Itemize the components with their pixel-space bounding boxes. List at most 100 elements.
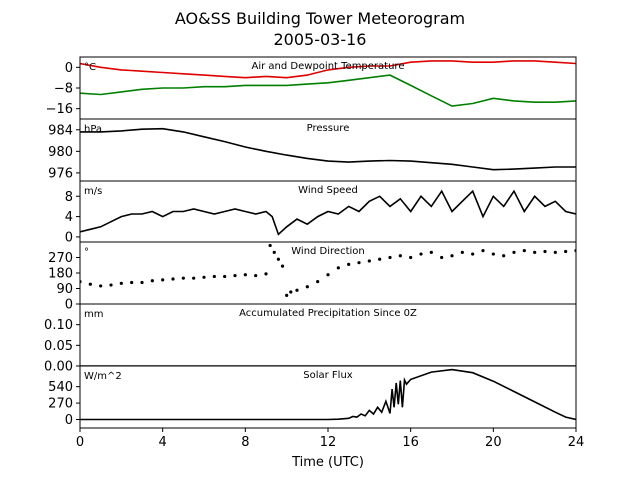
- y-tick-label: −16: [46, 102, 73, 117]
- figure-title-line1: AO&SS Building Tower Meteorogram: [175, 9, 465, 28]
- y-tick-label: 90: [56, 282, 73, 297]
- panel-title: Pressure: [307, 123, 350, 134]
- y-tick-label: 0: [65, 61, 73, 76]
- data-point: [212, 274, 216, 279]
- panel-2: 8 4 0 m/s Wind Speed: [65, 180, 577, 245]
- data-point: [254, 273, 258, 278]
- data-point: [533, 250, 537, 254]
- data-point: [419, 252, 423, 256]
- data-point: [305, 285, 309, 289]
- panel-1: 984 980 976 hPa Pressure: [48, 118, 577, 182]
- data-point: [522, 249, 526, 253]
- data-point: [150, 279, 154, 283]
- figure-title-line2: 2005-03-16: [274, 30, 367, 49]
- x-tick-label: 20: [485, 435, 502, 450]
- y-tick-label: 0: [65, 298, 73, 313]
- x-tick-label: 8: [241, 435, 249, 450]
- panel-unit-label: m/s: [84, 186, 102, 197]
- panel-title: Air and Dewpoint Temperature: [252, 61, 405, 72]
- y-tick-label: 270: [48, 251, 73, 266]
- panel-4: 0.10 0.05 0.00 mm Accumulated Precipitation …: [44, 303, 577, 375]
- x-tick-label: 12: [320, 435, 337, 450]
- y-tick-label: 0.00: [44, 360, 73, 375]
- data-point: [409, 255, 413, 260]
- data-point: [192, 276, 196, 280]
- y-tick-label: −8: [54, 82, 73, 97]
- data-point: [450, 254, 454, 258]
- data-point: [181, 276, 185, 280]
- panel-unit-label: hPa: [84, 124, 102, 135]
- data-point: [99, 284, 103, 288]
- y-tick-label: 0: [65, 413, 73, 428]
- data-point: [316, 280, 320, 284]
- data-point: [481, 249, 485, 253]
- series-line-1-0: [80, 127, 576, 171]
- data-point: [326, 273, 330, 277]
- data-point: [285, 293, 289, 297]
- x-tick-label: 0: [76, 435, 84, 450]
- y-tick-label: 4: [65, 210, 73, 225]
- data-point: [268, 243, 272, 248]
- y-tick-label: 976: [48, 166, 73, 181]
- y-tick-label: 980: [48, 145, 73, 160]
- data-point: [471, 252, 475, 256]
- panel-title: Accumulated Precipitation Since 0Z: [239, 308, 417, 319]
- y-tick-label: 180: [48, 267, 73, 282]
- data-point: [367, 259, 371, 263]
- data-point: [130, 280, 134, 285]
- y-tick-label: 270: [48, 397, 73, 412]
- panel-unit-label: mm: [84, 309, 103, 320]
- x-tick-label: 16: [402, 435, 419, 450]
- data-point: [378, 257, 382, 261]
- panel-unit-label: °: [84, 247, 89, 258]
- panel-0: 0 −8 −16 °C Air and Dewpoint Temperature: [46, 56, 577, 120]
- panel-title: Wind Direction: [291, 246, 365, 257]
- data-point: [357, 261, 361, 265]
- data-point: [440, 255, 444, 260]
- data-point: [119, 281, 123, 285]
- data-point: [202, 275, 206, 279]
- panel-unit-label: °C: [84, 62, 96, 73]
- series-line-0-0: [80, 60, 576, 79]
- data-point: [388, 255, 392, 260]
- y-tick-label: 0: [65, 230, 73, 245]
- panel-title: Wind Speed: [298, 185, 358, 196]
- data-point: [161, 278, 165, 282]
- series-line-2-0: [80, 189, 576, 236]
- data-point: [233, 273, 237, 278]
- y-tick-label: 984: [48, 123, 73, 138]
- data-point: [295, 288, 299, 292]
- data-point: [243, 273, 247, 277]
- data-point: [276, 257, 280, 261]
- x-tick-label: 24: [568, 435, 585, 450]
- series-line-5-0: [80, 368, 576, 421]
- data-point: [512, 250, 516, 254]
- data-point: [502, 254, 506, 258]
- y-tick-label: 0.10: [44, 318, 73, 333]
- panel-title: Solar Flux: [303, 370, 353, 381]
- data-point: [460, 250, 464, 254]
- series-line-0-1: [80, 74, 576, 107]
- x-axis: 0 4 8 12 16 20 24: [76, 428, 584, 450]
- data-point: [347, 262, 351, 266]
- data-point: [109, 283, 113, 287]
- x-axis-label: Time (UTC): [291, 455, 364, 470]
- data-point: [171, 277, 175, 281]
- y-tick-label: 8: [65, 190, 73, 205]
- x-tick-label: 4: [159, 435, 167, 450]
- data-point: [336, 266, 340, 270]
- data-point: [564, 249, 568, 254]
- data-point: [280, 264, 285, 268]
- data-point: [223, 274, 227, 279]
- data-point: [140, 280, 144, 285]
- y-tick-label: 540: [48, 380, 73, 395]
- data-point: [543, 249, 547, 254]
- data-point: [289, 290, 293, 294]
- data-point: [398, 254, 402, 258]
- data-point: [553, 250, 557, 254]
- data-point: [272, 250, 276, 254]
- panel-unit-label: W/m^2: [84, 371, 122, 382]
